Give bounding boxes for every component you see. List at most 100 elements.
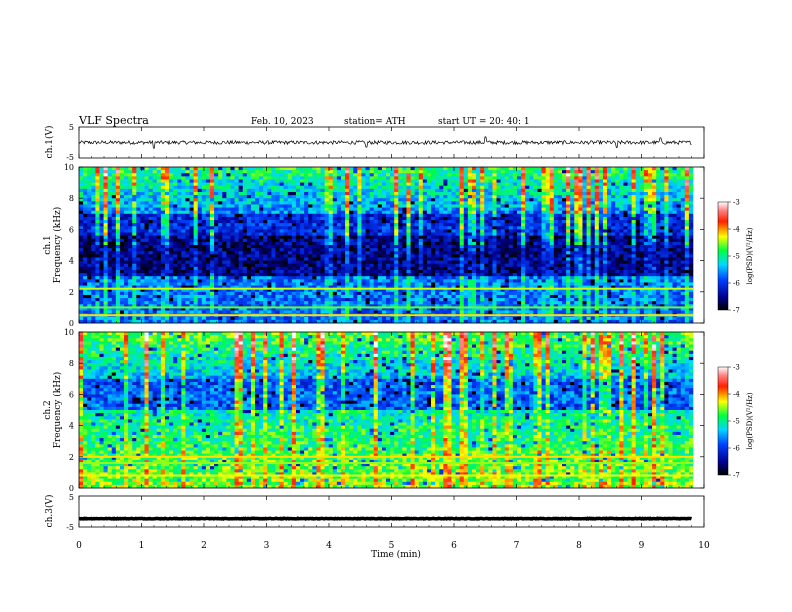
- spectrogram-cell: [369, 238, 375, 243]
- spectrogram-cell: [512, 213, 518, 218]
- spectrogram-cell: [365, 182, 370, 187]
- spectrogram-cell: [598, 251, 604, 255]
- spectrogram-cell: [365, 204, 370, 208]
- spectrogram-cell: [230, 167, 235, 171]
- spectrogram-cell: [291, 248, 297, 252]
- spectrogram-cell: [406, 260, 411, 265]
- spectrogram-cell: [480, 207, 485, 211]
- spectrogram-cell: [99, 185, 104, 190]
- spectrogram-cell: [594, 185, 600, 190]
- spectrogram-cell: [99, 251, 104, 255]
- spectrogram-cell: [312, 198, 317, 202]
- spectrogram-cell: [631, 182, 636, 187]
- spectrogram-cell: [111, 216, 117, 221]
- spectrogram-cell: [160, 191, 166, 196]
- spectrogram-cell: [574, 220, 579, 224]
- spectrogram-cell: [328, 201, 334, 205]
- spectrogram-cell: [83, 216, 88, 221]
- spectrogram-cell: [390, 226, 395, 230]
- spectrogram-cell: [250, 223, 256, 227]
- spectrogram-cell: [525, 176, 530, 180]
- spectrogram-cell: [226, 213, 231, 218]
- spectrogram-cell: [246, 220, 252, 224]
- spectrogram-cell: [557, 232, 563, 236]
- spectrogram-cell: [664, 176, 669, 180]
- spectrogram-cell: [185, 248, 190, 252]
- spectrogram-cell: [525, 201, 530, 205]
- spectrogram-cell: [598, 238, 604, 243]
- spectrogram-cell: [455, 188, 460, 193]
- spectrogram-cell: [586, 251, 591, 255]
- spectrogram-cell: [508, 195, 514, 199]
- spectrogram-cell: [271, 179, 276, 183]
- spectrogram-cell: [279, 216, 284, 221]
- spectrogram-cell: [390, 263, 395, 268]
- spectrogram-cell: [631, 220, 636, 224]
- spectrogram-cell: [214, 191, 219, 196]
- spectrogram-cell: [201, 170, 207, 174]
- spectrogram-cell: [124, 188, 129, 193]
- spectrogram-cell: [345, 216, 350, 221]
- spectrogram-cell: [652, 207, 657, 211]
- spectrogram-cell: [328, 185, 334, 190]
- spectrogram-cell: [119, 213, 125, 218]
- spectrogram-cell: [308, 257, 313, 261]
- spectrogram-cell: [476, 245, 481, 249]
- spectrogram-cell: [259, 254, 264, 258]
- spectrogram-cell: [218, 257, 223, 261]
- spectrogram-cell: [87, 185, 92, 190]
- spectrogram-cell: [631, 179, 636, 183]
- spectrogram-cell: [553, 229, 559, 233]
- spectrogram-cell: [242, 188, 248, 193]
- spectrogram-cell: [480, 238, 485, 243]
- spectrogram-cell: [480, 201, 485, 205]
- spectrogram-cell: [459, 167, 465, 171]
- spectrogram-cell: [320, 220, 325, 224]
- spectrogram-cell: [185, 238, 190, 243]
- spectrogram-cell: [447, 254, 452, 258]
- spectrogram-cell: [300, 266, 305, 271]
- spectrogram-cell: [619, 188, 624, 193]
- spectrogram-cell: [545, 216, 551, 221]
- spectrogram-cell: [398, 179, 403, 183]
- spectrogram-cell: [111, 238, 117, 243]
- spectrogram-cell: [418, 266, 424, 271]
- spectrogram-cell: [308, 216, 313, 221]
- spectrogram-cell: [336, 185, 342, 190]
- spectrogram-cell: [222, 241, 227, 246]
- spectrogram-cell: [136, 260, 141, 265]
- spectrogram-cell: [222, 195, 227, 199]
- spectrogram-cell: [365, 232, 370, 236]
- spectrogram-cell: [455, 173, 460, 177]
- spectrogram-cell: [414, 216, 420, 221]
- spectrogram-cell: [557, 254, 563, 258]
- spectrogram-cell: [304, 201, 309, 205]
- spectrogram-cell: [173, 269, 178, 274]
- spectrogram-cell: [607, 245, 612, 249]
- spectrogram-cell: [369, 232, 375, 236]
- spectrogram-cell: [521, 185, 526, 190]
- spectrogram-cell: [377, 179, 383, 183]
- spectrogram-cell: [177, 182, 182, 187]
- spectrogram-cell: [668, 220, 673, 224]
- spectrogram-cell: [451, 179, 456, 183]
- spectrogram-cell: [230, 245, 235, 249]
- spectrogram-cell: [672, 207, 677, 211]
- spectrogram-cell: [590, 204, 596, 208]
- spectrogram-cell: [463, 251, 469, 255]
- spectrogram-cell: [672, 170, 677, 174]
- spectrogram-cell: [455, 182, 460, 187]
- spectrogram-cell: [643, 226, 649, 230]
- spectrogram-cell: [582, 245, 587, 249]
- spectrogram-cell: [132, 176, 137, 180]
- spectrogram-cell: [275, 254, 280, 258]
- spectrogram-cell: [201, 216, 207, 221]
- spectrogram-cell: [209, 201, 215, 205]
- spectrogram-cell: [160, 263, 166, 268]
- spectrogram-cell: [521, 238, 526, 243]
- spectrogram-cell: [197, 220, 203, 224]
- spectrogram-cell: [533, 188, 538, 193]
- spectrogram-cell: [492, 223, 497, 227]
- spectrogram-cell: [115, 182, 121, 187]
- spectrogram-cell: [332, 251, 338, 255]
